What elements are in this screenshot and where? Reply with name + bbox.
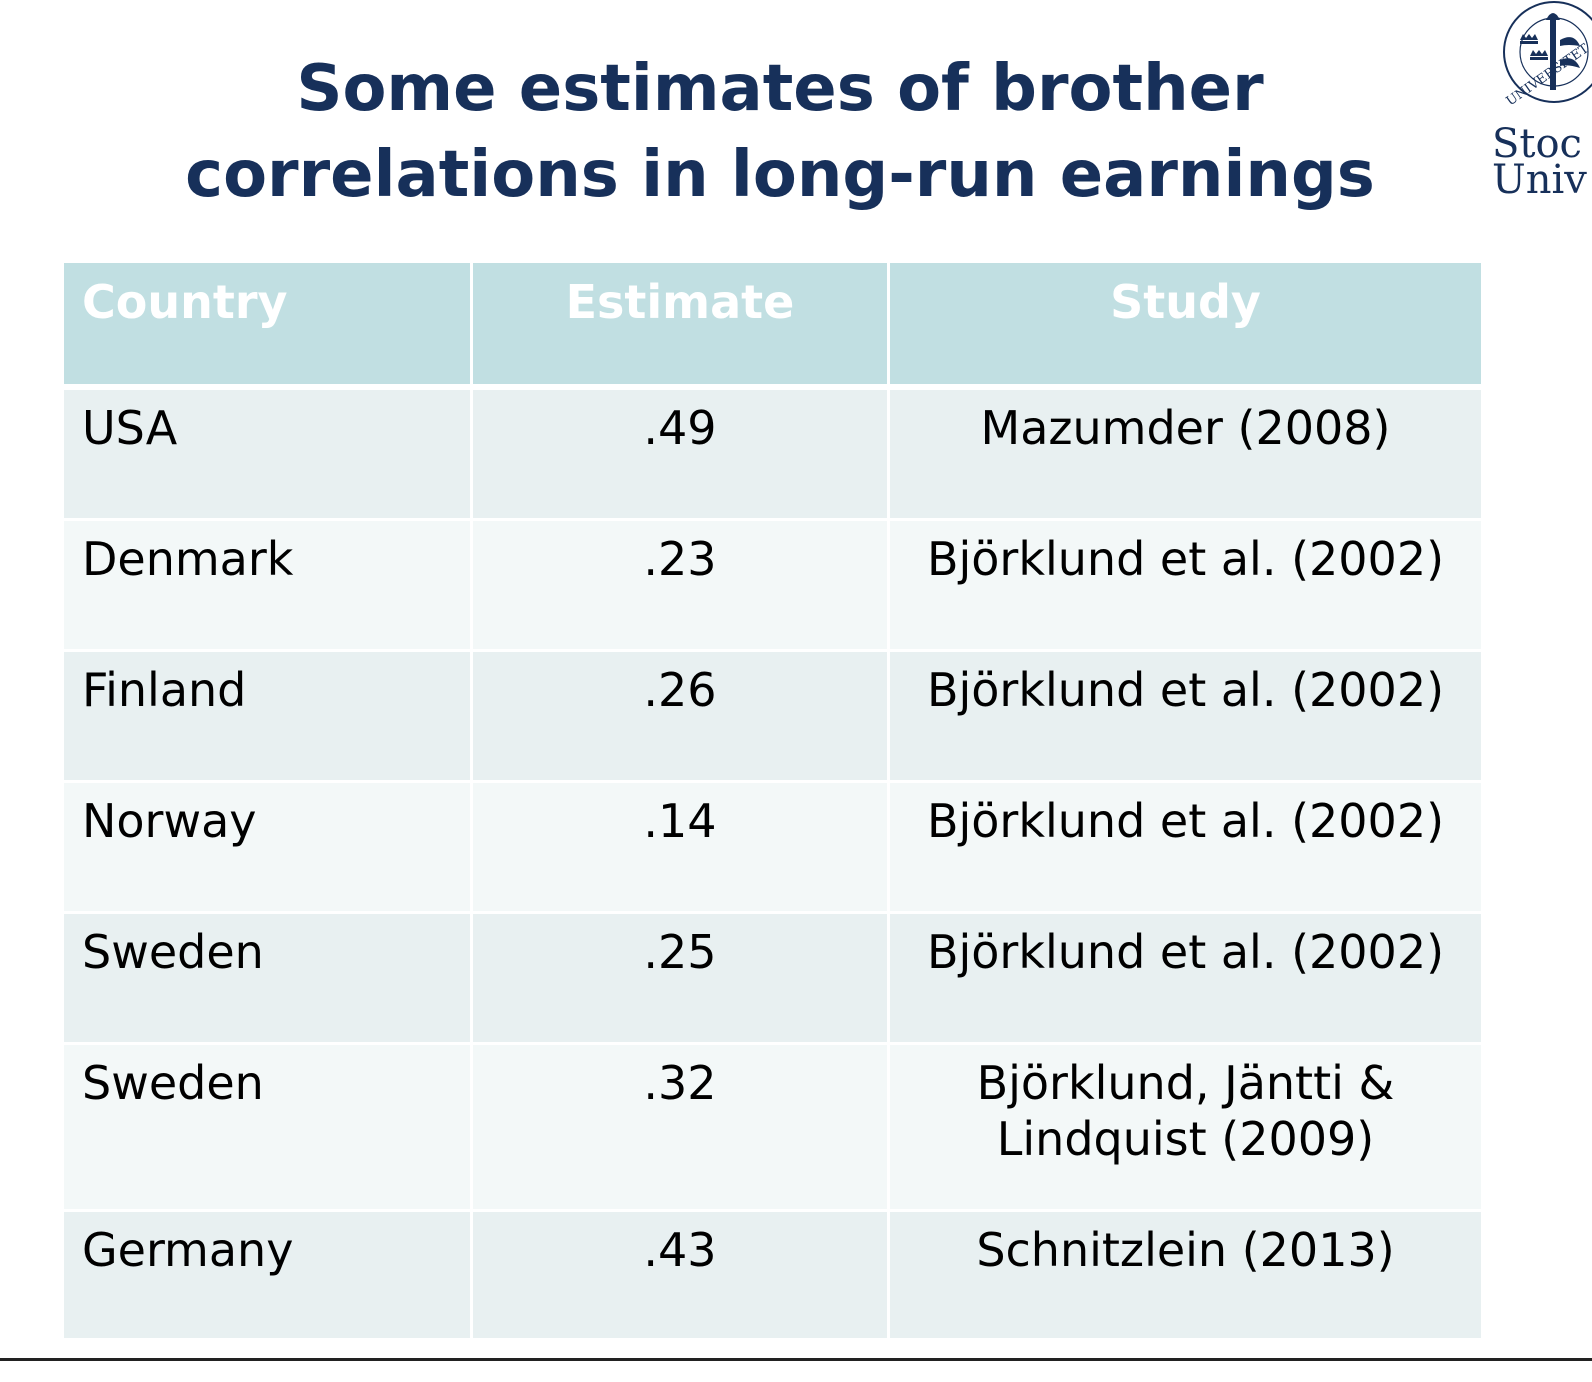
bottom-divider (0, 1358, 1592, 1361)
university-seal-icon: UNIVERSITET (1503, 1, 1592, 109)
study-cell: Björklund et al. (2002) (890, 521, 1481, 652)
column-header-country: Country (64, 263, 473, 390)
logo-text-line-1: Stoc (1492, 121, 1582, 167)
country-cell: Denmark (64, 521, 473, 652)
page-title: Some estimates of brother correlations i… (40, 46, 1520, 218)
country-cell: Sweden (64, 1045, 473, 1212)
study-line-2: Lindquist (2009) (996, 1112, 1375, 1166)
table-row: Sweden .32 Björklund, Jäntti & Lindquist… (64, 1045, 1481, 1212)
title-line-1: Some estimates of brother (296, 52, 1264, 126)
table-row: Denmark .23 Björklund et al. (2002) (64, 521, 1481, 652)
estimate-cell: .14 (473, 783, 890, 914)
column-header-estimate: Estimate (473, 263, 890, 390)
study-line-1: Björklund, Jäntti & (976, 1056, 1395, 1110)
estimate-cell: .25 (473, 914, 890, 1045)
study-cell: Björklund et al. (2002) (890, 783, 1481, 914)
estimate-cell: .43 (473, 1212, 890, 1341)
study-cell: Björklund, Jäntti & Lindquist (2009) (890, 1045, 1481, 1212)
study-cell: Björklund et al. (2002) (890, 652, 1481, 783)
title-line-2: correlations in long-run earnings (185, 138, 1375, 212)
country-cell: Norway (64, 783, 473, 914)
estimate-cell: .32 (473, 1045, 890, 1212)
country-cell: USA (64, 390, 473, 521)
table-row: Sweden .25 Björklund et al. (2002) (64, 914, 1481, 1045)
table-row: Germany .43 Schnitzlein (2013) (64, 1212, 1481, 1341)
table-header-row: Country Estimate Study (64, 263, 1481, 390)
country-cell: Germany (64, 1212, 473, 1341)
estimate-cell: .23 (473, 521, 890, 652)
table-row: USA .49 Mazumder (2008) (64, 390, 1481, 521)
table-row: Norway .14 Björklund et al. (2002) (64, 783, 1481, 914)
estimate-cell: .49 (473, 390, 890, 521)
table-row: Finland .26 Björklund et al. (2002) (64, 652, 1481, 783)
brother-correlations-table: Country Estimate Study USA .49 Mazumder … (64, 263, 1481, 1341)
university-logo: UNIVERSITET Stoc Univ (1490, 0, 1592, 205)
estimate-cell: .26 (473, 652, 890, 783)
country-cell: Sweden (64, 914, 473, 1045)
country-cell: Finland (64, 652, 473, 783)
study-cell: Mazumder (2008) (890, 390, 1481, 521)
column-header-study: Study (890, 263, 1481, 390)
study-cell: Björklund et al. (2002) (890, 914, 1481, 1045)
study-cell: Schnitzlein (2013) (890, 1212, 1481, 1341)
logo-text-line-2: Univ (1492, 157, 1587, 203)
